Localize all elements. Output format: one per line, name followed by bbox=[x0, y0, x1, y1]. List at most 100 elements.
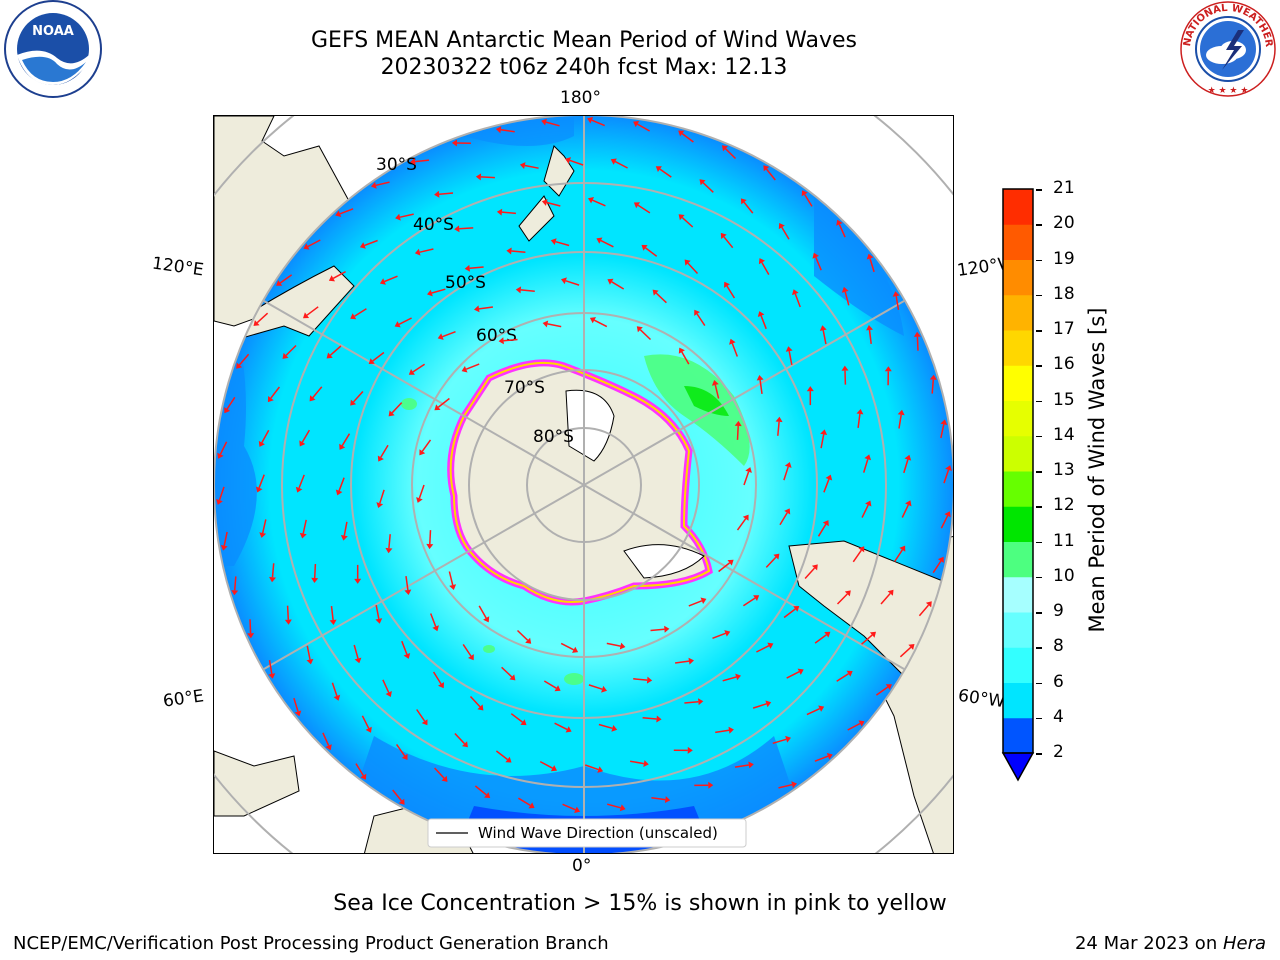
wave-arrow-head bbox=[806, 386, 814, 392]
wave-arrow-shaft bbox=[794, 293, 801, 308]
wave-arrow-head bbox=[236, 362, 243, 369]
wave-arrow-shaft bbox=[844, 291, 850, 306]
wave-arrow-head bbox=[944, 511, 951, 518]
wave-arrow-head bbox=[678, 347, 685, 354]
wave-arrow-head bbox=[421, 719, 428, 726]
wave-arrow-shaft bbox=[875, 686, 889, 696]
wave-arrow-head bbox=[740, 198, 747, 205]
wave-arrow-shaft bbox=[448, 571, 454, 586]
colorbar-tick-label: 19 bbox=[1053, 248, 1075, 269]
wave-arrow-shaft bbox=[261, 519, 267, 534]
wave-arrow-head bbox=[607, 278, 614, 285]
lon-label-60e: 60°E bbox=[161, 686, 206, 712]
wave-arrow-shaft bbox=[932, 560, 942, 574]
wave-arrow-shaft bbox=[687, 262, 699, 275]
wave-arrow-shaft bbox=[270, 386, 280, 399]
wave-arrow-head bbox=[885, 684, 892, 690]
wave-arrow-shaft bbox=[313, 563, 317, 579]
wave-arrow-shaft bbox=[637, 204, 651, 214]
wave-arrow-head bbox=[294, 710, 302, 717]
wave-arrow-shaft bbox=[724, 148, 737, 160]
wave-arrow-shaft bbox=[399, 213, 414, 218]
wave-arrow-head bbox=[515, 286, 522, 294]
wave-arrow-shaft bbox=[820, 434, 825, 449]
noaa-logo: NOAA bbox=[4, 0, 102, 98]
wave-arrow-shaft bbox=[495, 750, 508, 761]
wave-arrow-head bbox=[858, 546, 865, 553]
wave-arrow-shaft bbox=[734, 764, 750, 768]
wave-arrow-shaft bbox=[516, 629, 529, 641]
wave-arrow-head bbox=[797, 668, 804, 675]
wave-arrow-shaft bbox=[341, 433, 351, 447]
wave-arrow-head bbox=[434, 404, 441, 411]
colorbar-extend-arrow bbox=[1001, 752, 1035, 782]
colorbar-tick-label: 15 bbox=[1053, 389, 1075, 410]
wave-arrow-shaft bbox=[501, 666, 513, 678]
wave-arrow-head bbox=[258, 440, 265, 447]
wave-arrow-shaft bbox=[338, 477, 345, 492]
wave-arrow-shaft bbox=[332, 270, 346, 279]
colorbar-tick-mark bbox=[1036, 753, 1042, 755]
wave-arrow-head bbox=[887, 589, 894, 596]
colorbar-segment bbox=[1003, 330, 1033, 366]
wave-arrow-head bbox=[588, 197, 594, 204]
wave-arrow-head bbox=[388, 410, 395, 417]
wave-arrow-head bbox=[841, 286, 849, 293]
wave-arrow-head bbox=[414, 248, 421, 256]
colorbar-tick-label: 20 bbox=[1053, 213, 1075, 234]
colorbar-segment bbox=[1003, 647, 1033, 683]
wave-arrow-shaft bbox=[565, 280, 580, 286]
wave-arrow-head bbox=[801, 190, 808, 197]
wave-arrow-head bbox=[496, 208, 503, 216]
wave-arrow-shaft bbox=[339, 208, 354, 215]
wave-arrow-shaft bbox=[765, 168, 776, 181]
wave-arrow-shaft bbox=[249, 619, 252, 634]
colorbar-tick-mark bbox=[1036, 576, 1042, 579]
wave-arrow-shaft bbox=[554, 722, 568, 731]
wave-arrow-head bbox=[940, 419, 948, 425]
wave-arrow-head bbox=[773, 553, 780, 560]
colorbar-tick-label: 12 bbox=[1053, 495, 1075, 516]
wave-arrow-shaft bbox=[555, 240, 570, 247]
wave-arrow-head bbox=[565, 157, 571, 164]
colorbar-segment bbox=[1003, 682, 1033, 719]
wave-arrow-shaft bbox=[223, 531, 228, 546]
wave-arrow-head bbox=[359, 242, 366, 249]
colorbar-tick-mark bbox=[1036, 541, 1042, 543]
wave-arrow-shaft bbox=[343, 521, 348, 536]
wave-arrow-head bbox=[727, 559, 734, 566]
wave-arrow-shaft bbox=[592, 199, 606, 207]
wave-arrow-shaft bbox=[637, 123, 650, 132]
wave-arrow-head bbox=[376, 502, 384, 508]
wave-arrow-head bbox=[303, 312, 310, 319]
wave-arrow-shaft bbox=[726, 285, 736, 299]
wave-arrow-shaft bbox=[781, 226, 790, 240]
wave-arrow-head bbox=[360, 773, 367, 780]
wave-arrow-head bbox=[589, 317, 596, 324]
wave-arrow-shaft bbox=[562, 803, 576, 811]
lon-label-120e: 120°E bbox=[150, 253, 205, 281]
wave-arrow-shaft bbox=[688, 600, 703, 607]
lat-label-30s: 30°S bbox=[376, 155, 417, 175]
wave-arrow-head bbox=[498, 337, 504, 345]
wave-arrow-shaft bbox=[459, 227, 474, 230]
wave-arrow-shaft bbox=[714, 384, 720, 399]
wave-arrow-shaft bbox=[611, 281, 625, 290]
wave-arrow-shaft bbox=[354, 308, 367, 317]
colorbar-tick-label: 18 bbox=[1053, 283, 1075, 304]
wave-arrow-head bbox=[525, 637, 532, 644]
colorbar-segment bbox=[1003, 224, 1033, 260]
wave-arrow-head bbox=[844, 590, 851, 597]
wave-arrow-shaft bbox=[681, 351, 690, 365]
wave-arrow-head bbox=[742, 514, 749, 521]
wave-arrow-head bbox=[410, 158, 416, 166]
wave-arrow-head bbox=[462, 741, 468, 748]
colorbar-tick-mark bbox=[1036, 189, 1042, 191]
wave-arrow-head bbox=[824, 631, 831, 638]
wave-arrow-shaft bbox=[772, 738, 787, 745]
colorbar-segment bbox=[1003, 365, 1033, 401]
wave-arrow-shaft bbox=[560, 642, 575, 651]
wave-arrow-shaft bbox=[518, 797, 531, 807]
wave-arrow-shaft bbox=[931, 379, 935, 394]
wave-arrow-shaft bbox=[777, 421, 780, 436]
